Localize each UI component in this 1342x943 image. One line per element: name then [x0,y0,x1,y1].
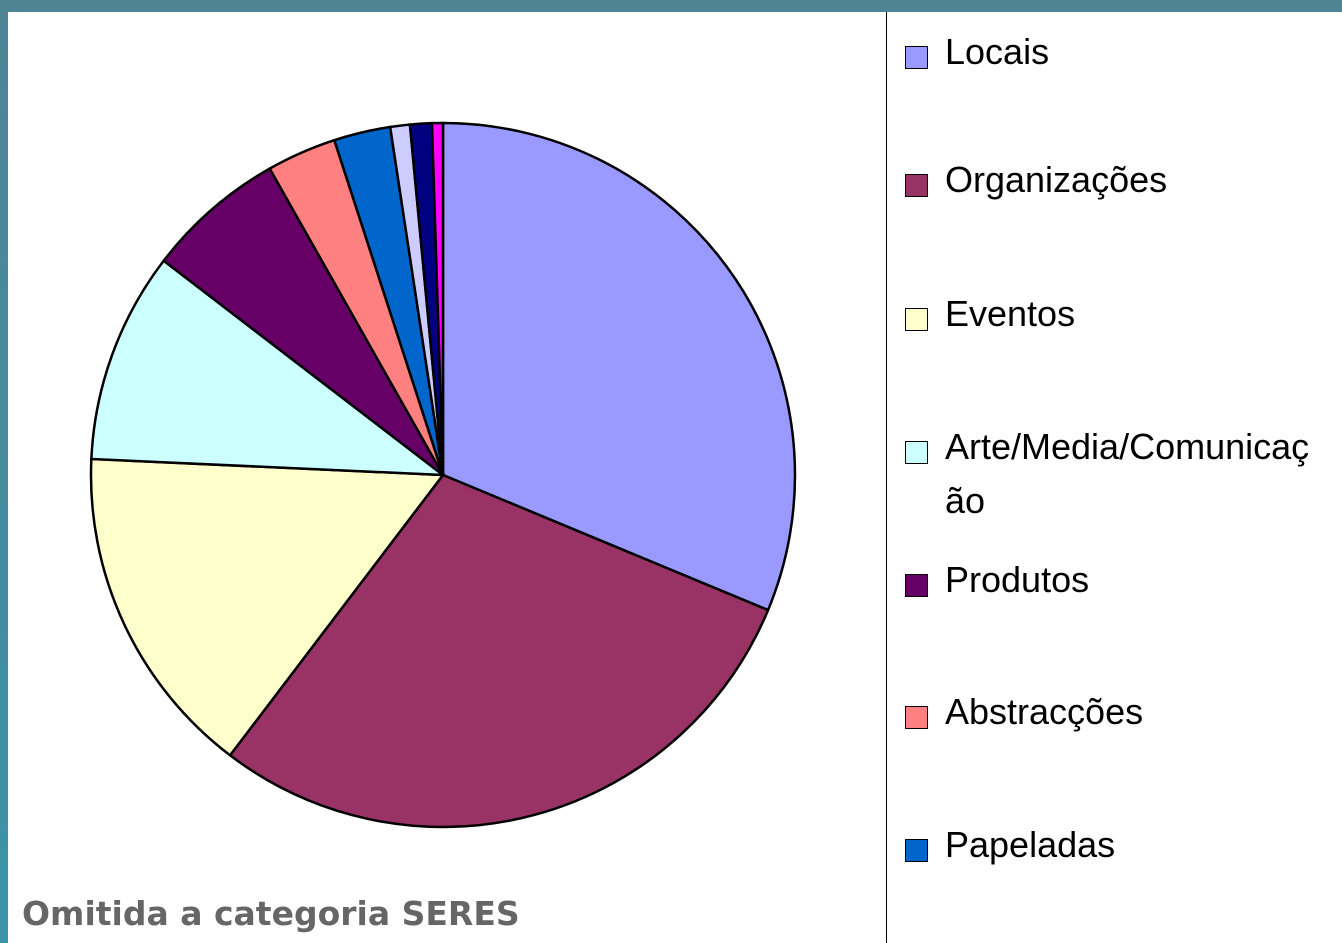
legend-divider [886,12,887,943]
pie-slice [441,121,797,612]
pie-slice [430,121,445,476]
legend-entry: Produtos [905,553,1325,607]
legend-swatch [905,441,928,464]
legend-swatch [905,174,928,197]
legend-swatch [905,46,928,69]
legend-swatch [905,706,928,729]
legend-entry: Arte/Media/Comunicação [905,420,1325,528]
legend-label: Produtos [945,559,1090,600]
legend-label: Eventos [945,293,1076,334]
pie-slice [90,259,447,477]
pie-slice [89,457,446,758]
legend-label: Locais [945,31,1050,72]
pie-slice [161,166,445,476]
chart-pane: Omitida a categoria SERES Locais Organiza… [8,12,1342,943]
pie [89,121,797,829]
legend-swatch [905,574,928,597]
chart: Omitida a categoria SERES [22,121,797,933]
legend-entry: Organizações [905,153,1325,207]
legend-label: Abstracções [945,691,1144,732]
legend-entry: Eventos [905,287,1325,341]
legend-entry: Abstracções [905,685,1325,739]
legend-entry: Papeladas [905,818,1325,872]
annotation: Omitida a categoria SERES [22,894,520,933]
legend-entry: Locais [905,25,1325,79]
legend-label: Papeladas [945,824,1116,865]
pie-slice [228,473,770,829]
legend-swatch [905,839,928,862]
legend-swatch [905,308,928,331]
legend-label: Organizações [945,159,1168,200]
legend-label: Arte/Media/Comunicação [945,426,1310,521]
